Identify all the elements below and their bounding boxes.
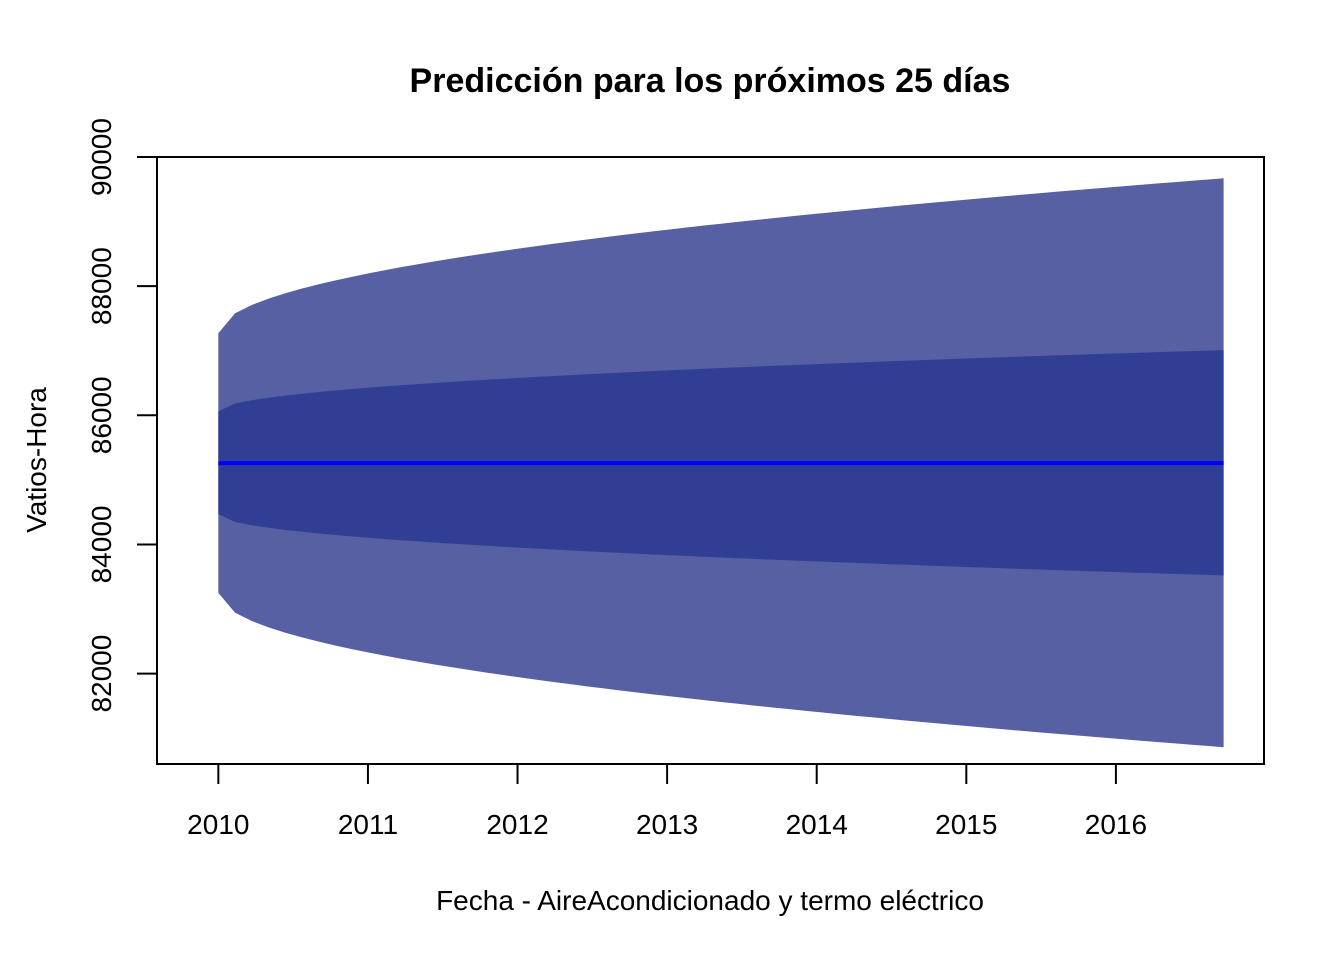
chart-title: Predicción para los próximos 25 días [410,62,1011,100]
x-axis-label: Fecha - AireAcondicionado y termo eléctr… [436,885,984,916]
x-tick-label: 2013 [636,809,698,840]
y-tick-label: 82000 [86,635,117,713]
x-tick-label: 2015 [935,809,997,840]
x-tick-label: 2016 [1085,809,1147,840]
y-tick-label: 86000 [86,376,117,454]
x-tick-label: 2012 [486,809,548,840]
x-tick-label: 2014 [786,809,848,840]
x-tick-label: 2010 [187,809,249,840]
y-axis: 82000 84000 86000 88000 90000 [86,118,158,713]
y-tick-label: 90000 [86,118,117,196]
y-tick-label: 88000 [86,247,117,325]
y-axis-label: Vatios-Hora [21,387,52,533]
x-axis: 2010 2011 2012 2013 2014 2015 2016 [187,763,1147,840]
y-tick-label: 84000 [86,506,117,584]
x-tick-label: 2011 [338,809,398,840]
